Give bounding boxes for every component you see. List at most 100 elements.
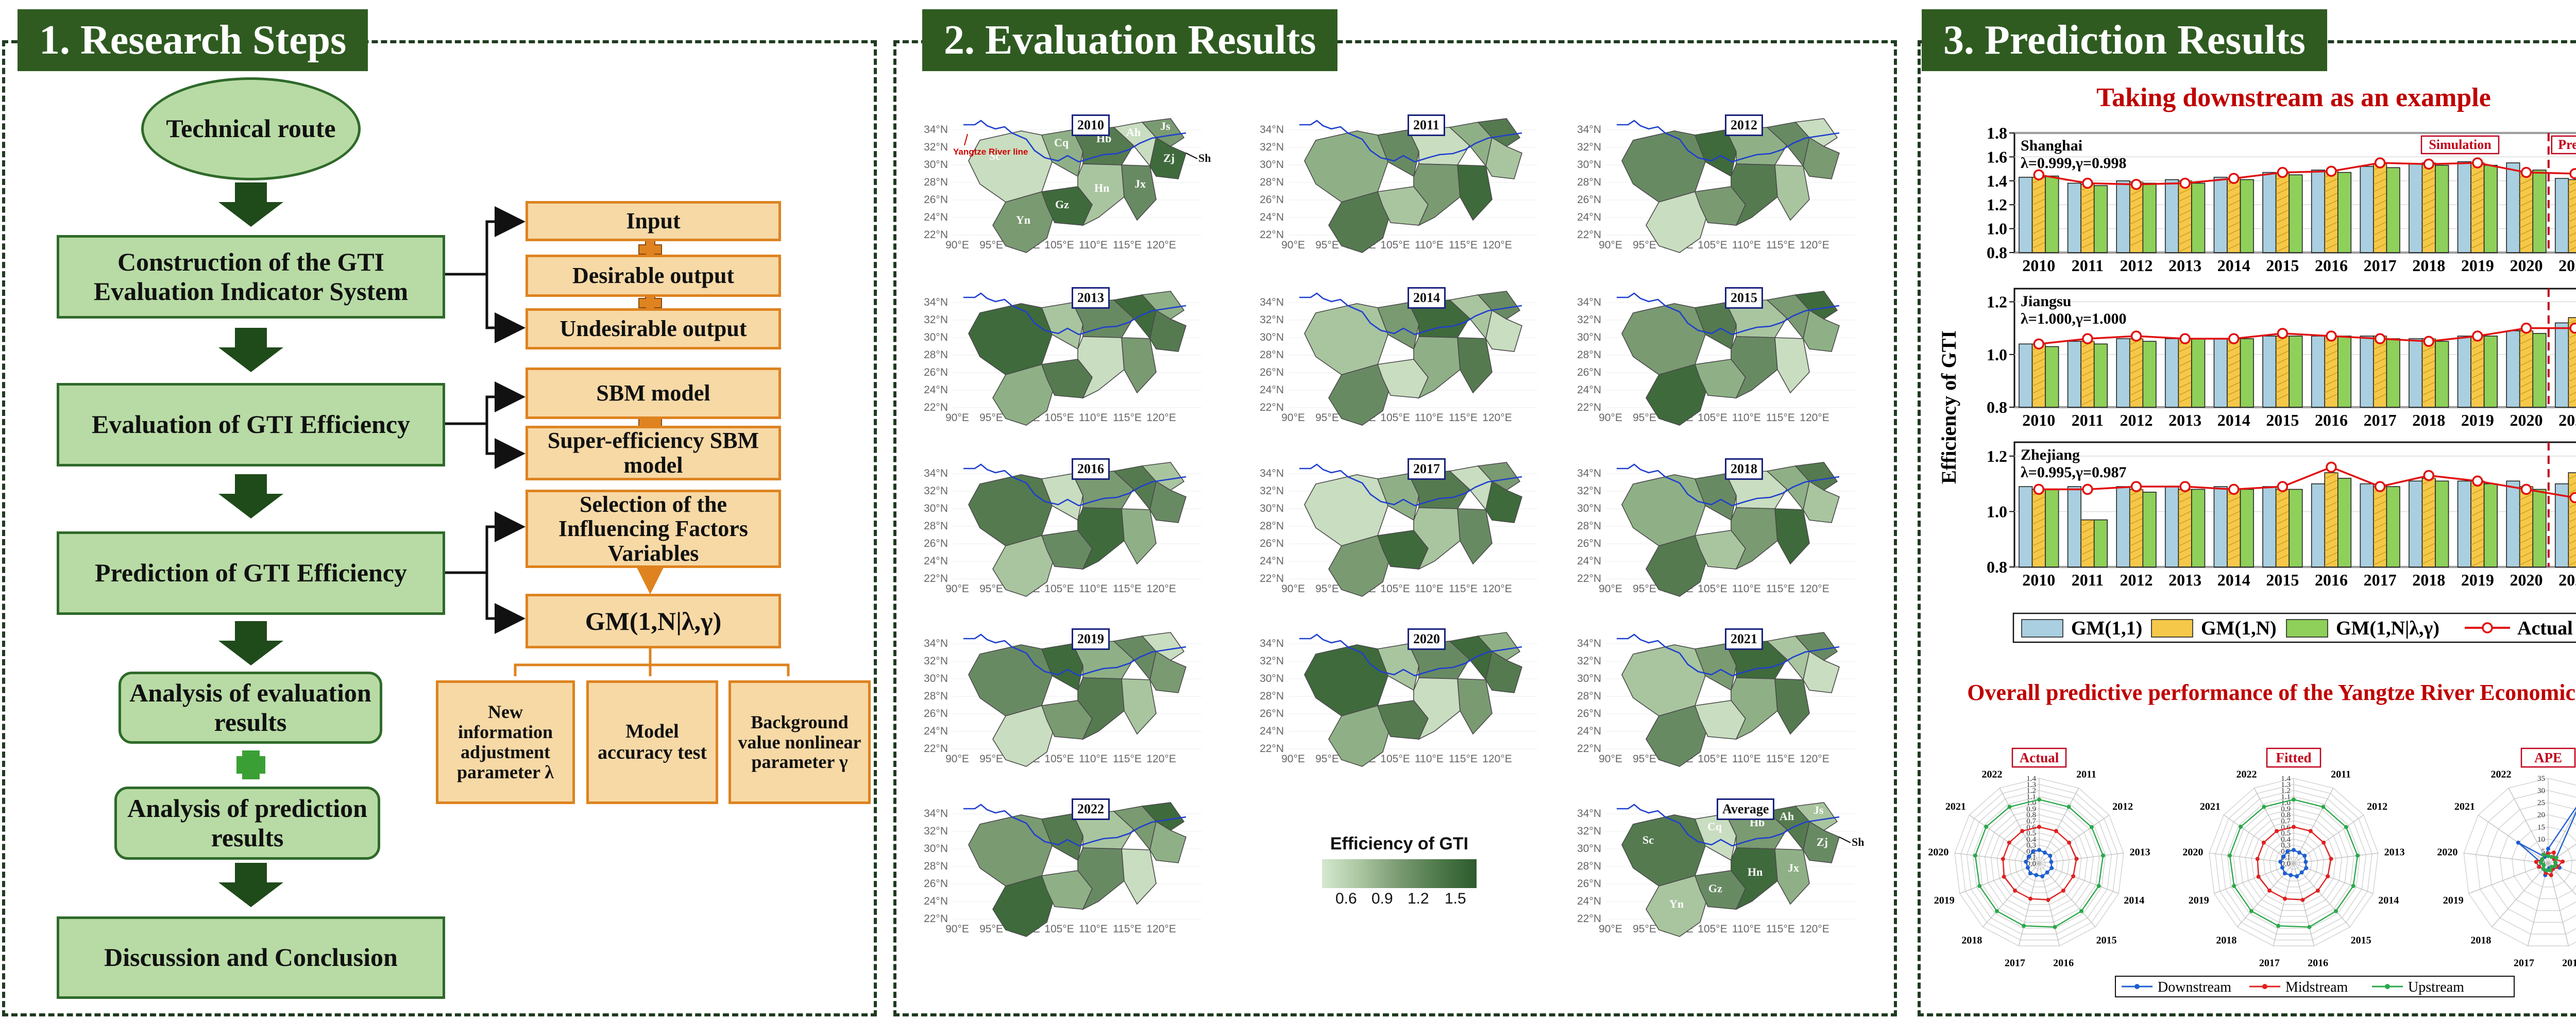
radar-spoke (2492, 863, 2549, 927)
actual-point (2472, 330, 2483, 342)
region-Hn (1077, 336, 1125, 399)
bar-hatch (2422, 170, 2436, 177)
bar-hatch (2080, 348, 2094, 355)
bar-hatch (2373, 508, 2387, 515)
bar-hatch (2373, 192, 2387, 199)
bar-hatch (2080, 242, 2094, 249)
bar-hatch (2373, 243, 2387, 250)
bar-hatch (2470, 177, 2484, 184)
xtick-label: 2018 (2412, 256, 2445, 275)
radar-legend-frame (2115, 976, 2515, 997)
lat-tick: 34°N (924, 296, 948, 308)
region-Js (1794, 462, 1838, 491)
bar-hatch (2373, 558, 2387, 565)
lat-tick: 22°N (924, 913, 948, 925)
actual-point (2277, 166, 2289, 178)
accuracy-test-node: Model accuracy test (586, 680, 718, 804)
region-Js (1141, 118, 1185, 147)
bar-hatch (2422, 367, 2436, 374)
ytick-label: 0.8 (1987, 398, 2007, 416)
technical-route-node: Technical route (141, 77, 361, 180)
map-year-label: 2013 (1072, 287, 1110, 309)
region-Zj (1149, 309, 1187, 352)
radar-point (2544, 868, 2549, 873)
subplot-name: Jiangsu (2021, 293, 2071, 310)
lat-tick: 26°N (1577, 538, 1601, 549)
bar-GM(1,N|λ,γ) (2289, 489, 2303, 567)
bar-hatch (2080, 398, 2094, 406)
lat-tick: 32°N (1577, 655, 1601, 667)
bar-hatch (2519, 537, 2533, 544)
lon-tick: 105°E (1380, 239, 1410, 251)
radar-point (2326, 874, 2330, 879)
xtick-label: 2020 (2510, 571, 2543, 589)
lat-tick: 24°N (924, 895, 948, 907)
bar-hatch (2032, 206, 2046, 213)
radar-point (2028, 871, 2032, 876)
lat-tick: 24°N (924, 555, 948, 567)
bar-hatch (2129, 374, 2143, 381)
lat-tick: 24°N (1260, 211, 1284, 223)
bar-GM(1,1) (2457, 336, 2471, 408)
lon-tick: 90°E (945, 239, 969, 251)
lat-tick: 24°N (1577, 895, 1601, 907)
bar-hatch (2129, 510, 2143, 518)
region-Hn (1077, 847, 1125, 910)
bar-hatch (2080, 227, 2094, 235)
bar-hatch (2032, 503, 2046, 511)
bar-hatch (2227, 236, 2241, 243)
bar-hatch (2227, 345, 2241, 353)
map-year-label: 2016 (1072, 458, 1110, 480)
bar-hatch (2470, 488, 2484, 495)
xtick-label: 2021 (2558, 411, 2576, 429)
lon-tick: 110°E (1732, 753, 1761, 765)
bar-GM(1,1) (2019, 343, 2033, 408)
lon-tick: 90°E (1599, 239, 1622, 251)
bar-GM(1,N|λ,γ) (2483, 483, 2498, 567)
region-label-sc: Sc (989, 149, 1001, 162)
bar-hatch (2422, 389, 2436, 396)
bar-hatch (2227, 381, 2241, 389)
discussion-label: Discussion and Conclusion (104, 943, 398, 972)
radar-point (2001, 857, 2005, 861)
prediction-results-title: 3. Prediction Results (1922, 9, 2327, 71)
bar-hatch (2032, 387, 2046, 394)
bar-hatch (2373, 386, 2387, 393)
region-Cq (1041, 643, 1083, 691)
map-svg: 34°N32°N30°N28°N26°N24°N22°N90°E95°E100°… (1260, 462, 1537, 597)
actual-point (2326, 461, 2337, 473)
bar-hatch (2080, 235, 2094, 242)
bar-hatch (2470, 242, 2484, 249)
radar-axis-label: 2011 (2076, 769, 2096, 780)
actual-point (2277, 481, 2289, 492)
bar-GM(1,1) (2165, 179, 2179, 253)
bar-hatch (2178, 517, 2192, 525)
bar-hatch (2129, 225, 2143, 232)
bar-hatch (2324, 364, 2338, 372)
lon-tick: 90°E (945, 923, 969, 935)
radar-ring (2227, 796, 2361, 929)
bar-hatch (2470, 170, 2484, 177)
bar-GM(1,N|λ,γ) (2045, 175, 2059, 253)
radar-ring-label: 0.4 (2281, 836, 2291, 844)
bar-hatch (2373, 178, 2387, 185)
map-cell-2014: 34°N32°N30°N28°N26°N24°N22°N90°E95°E100°… (1249, 281, 1548, 451)
lon-tick: 120°E (1482, 583, 1512, 595)
ytick-label: 1.8 (1987, 124, 2007, 142)
bar-hatch (2276, 393, 2290, 400)
map-regions (963, 462, 1187, 597)
bar-hatch (2470, 531, 2484, 538)
radar-ring (1978, 802, 2100, 923)
bar-hatch (2276, 517, 2290, 525)
bar-hatch (2276, 510, 2290, 518)
actual-point (2179, 333, 2191, 344)
region-Cq (1377, 643, 1419, 691)
region-label-sc: Sc (1642, 833, 1654, 846)
map-cell-2017: 34°N32°N30°N28°N26°N24°N22°N90°E95°E100°… (1249, 452, 1548, 622)
region-Hn (1077, 163, 1125, 226)
region-label-jx: Jx (1134, 177, 1146, 190)
bar-hatch (2324, 494, 2338, 501)
bar-hatch (2080, 370, 2094, 377)
lon-tick: 110°E (1415, 753, 1444, 765)
